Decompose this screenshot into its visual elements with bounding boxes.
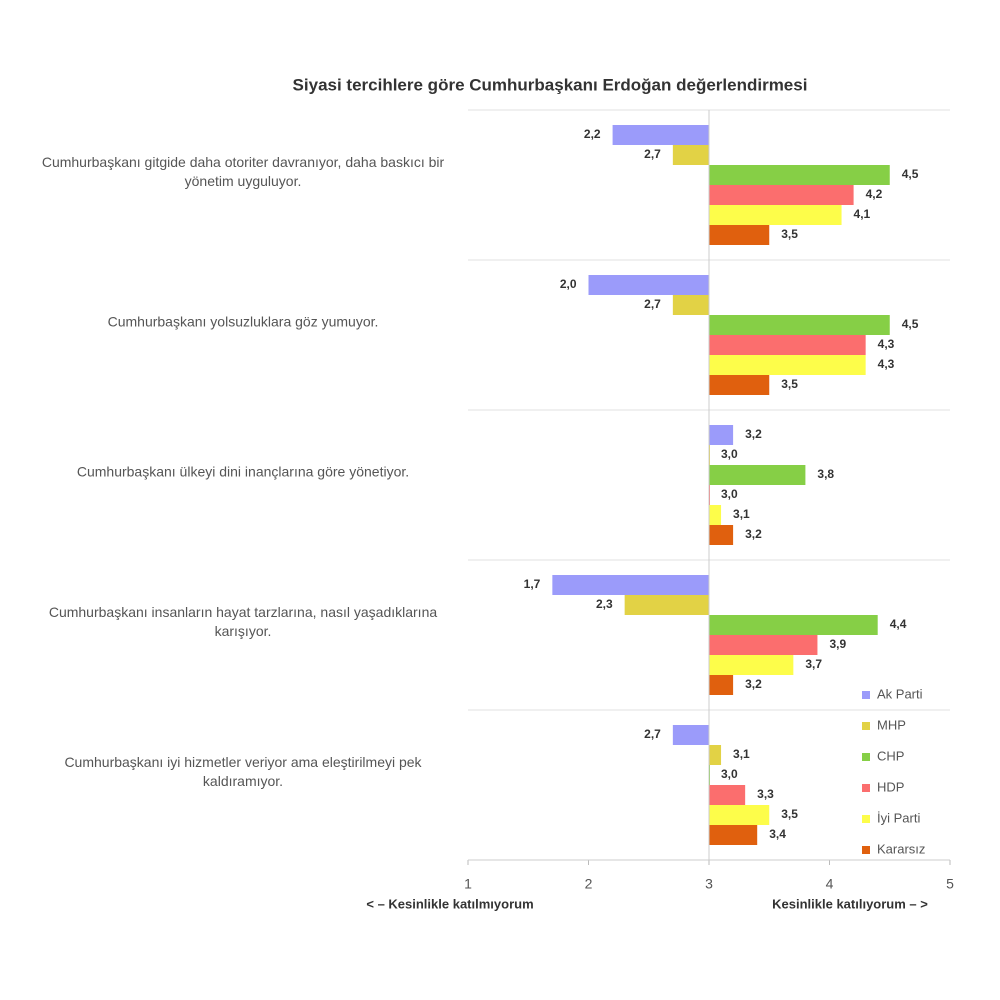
x-tick-label: 2 [585,876,593,892]
bar [709,745,722,765]
bar [709,615,878,635]
category-label: Cumhurbaşkanı ülkeyi dini inançlarına gö… [76,463,410,480]
chart-title: Siyasi tercihlere göre Cumhurbaşkanı Erd… [293,75,808,94]
bar [588,275,709,295]
legend-swatch [862,691,870,699]
x-tick-label: 4 [826,876,834,892]
data-label: 3,0 [721,767,738,781]
data-label: 3,5 [781,377,798,391]
bar [709,635,818,655]
legend-swatch [862,722,870,730]
data-label: 4,1 [854,207,871,221]
data-label: 4,5 [902,167,919,181]
bar [672,145,709,165]
data-label: 4,3 [878,357,895,371]
data-label: 3,7 [805,657,822,671]
data-label: 3,2 [745,427,762,441]
category-label: Cumhurbaşkanı iyi hizmetler veriyor ama … [64,754,422,789]
data-label: 4,2 [866,187,883,201]
data-label: 3,8 [817,467,834,481]
category-label: Cumhurbaşkanı insanların hayat tarzların… [48,604,438,639]
data-label: 4,3 [878,337,895,351]
bar [709,165,890,185]
bar [709,785,746,805]
bar [709,375,770,395]
data-label: 3,2 [745,677,762,691]
data-label: 3,2 [745,527,762,541]
bar [672,725,709,745]
bar [709,185,854,205]
bar [552,575,709,595]
category-label: Cumhurbaşkanı yolsuzluklara göz yumuyor. [107,313,379,330]
legend-swatch [862,784,870,792]
bar [709,335,866,355]
legend-label: Kararsız [877,841,925,856]
data-label: 3,4 [769,827,786,841]
data-label: 3,1 [733,507,750,521]
bar [709,675,734,695]
bar [709,825,758,845]
data-label: 3,0 [721,447,738,461]
bar [709,505,722,525]
bar [612,125,709,145]
bar [709,355,866,375]
data-label: 2,0 [560,277,577,291]
data-label: 2,7 [644,727,661,741]
legend-label: Ak Parti [877,686,923,701]
x-axis-label-right: Kesinlikle katılıyorum – > [772,896,928,911]
data-label: 3,5 [781,227,798,241]
x-tick-label: 1 [464,876,472,892]
x-tick-label: 3 [705,876,713,892]
bar [709,205,842,225]
category-label: Cumhurbaşkanı gitgide daha otoriter davr… [41,154,445,189]
data-label: 4,5 [902,317,919,331]
data-label: 2,3 [596,597,613,611]
data-label: 2,7 [644,297,661,311]
data-label: 2,7 [644,147,661,161]
bar [672,295,709,315]
data-label: 3,1 [733,747,750,761]
bar [709,425,734,445]
x-axis-label-left: < – Kesinlikle katılmıyorum [366,896,533,911]
data-label: 3,0 [721,487,738,501]
bar [709,805,770,825]
legend-swatch [862,753,870,761]
data-label: 3,3 [757,787,774,801]
legend-label: İyi Parti [877,810,920,825]
legend-label: MHP [877,717,906,732]
bar [624,595,709,615]
legend-label: CHP [877,748,904,763]
data-label: 2,2 [584,127,601,141]
data-label: 4,4 [890,617,907,631]
legend-label: HDP [877,779,904,794]
legend-swatch [862,846,870,854]
x-tick-label: 5 [946,876,954,892]
bar [709,525,734,545]
bar [709,465,806,485]
legend-swatch [862,815,870,823]
bar [709,315,890,335]
data-label: 3,9 [829,637,846,651]
bar [709,225,770,245]
data-label: 3,5 [781,807,798,821]
data-label: 1,7 [524,577,541,591]
bar [709,655,794,675]
